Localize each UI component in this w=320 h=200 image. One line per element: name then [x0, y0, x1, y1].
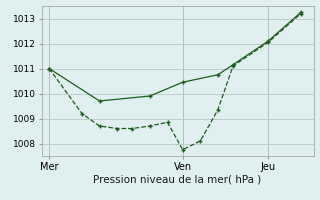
X-axis label: Pression niveau de la mer( hPa ): Pression niveau de la mer( hPa ) — [93, 174, 262, 184]
